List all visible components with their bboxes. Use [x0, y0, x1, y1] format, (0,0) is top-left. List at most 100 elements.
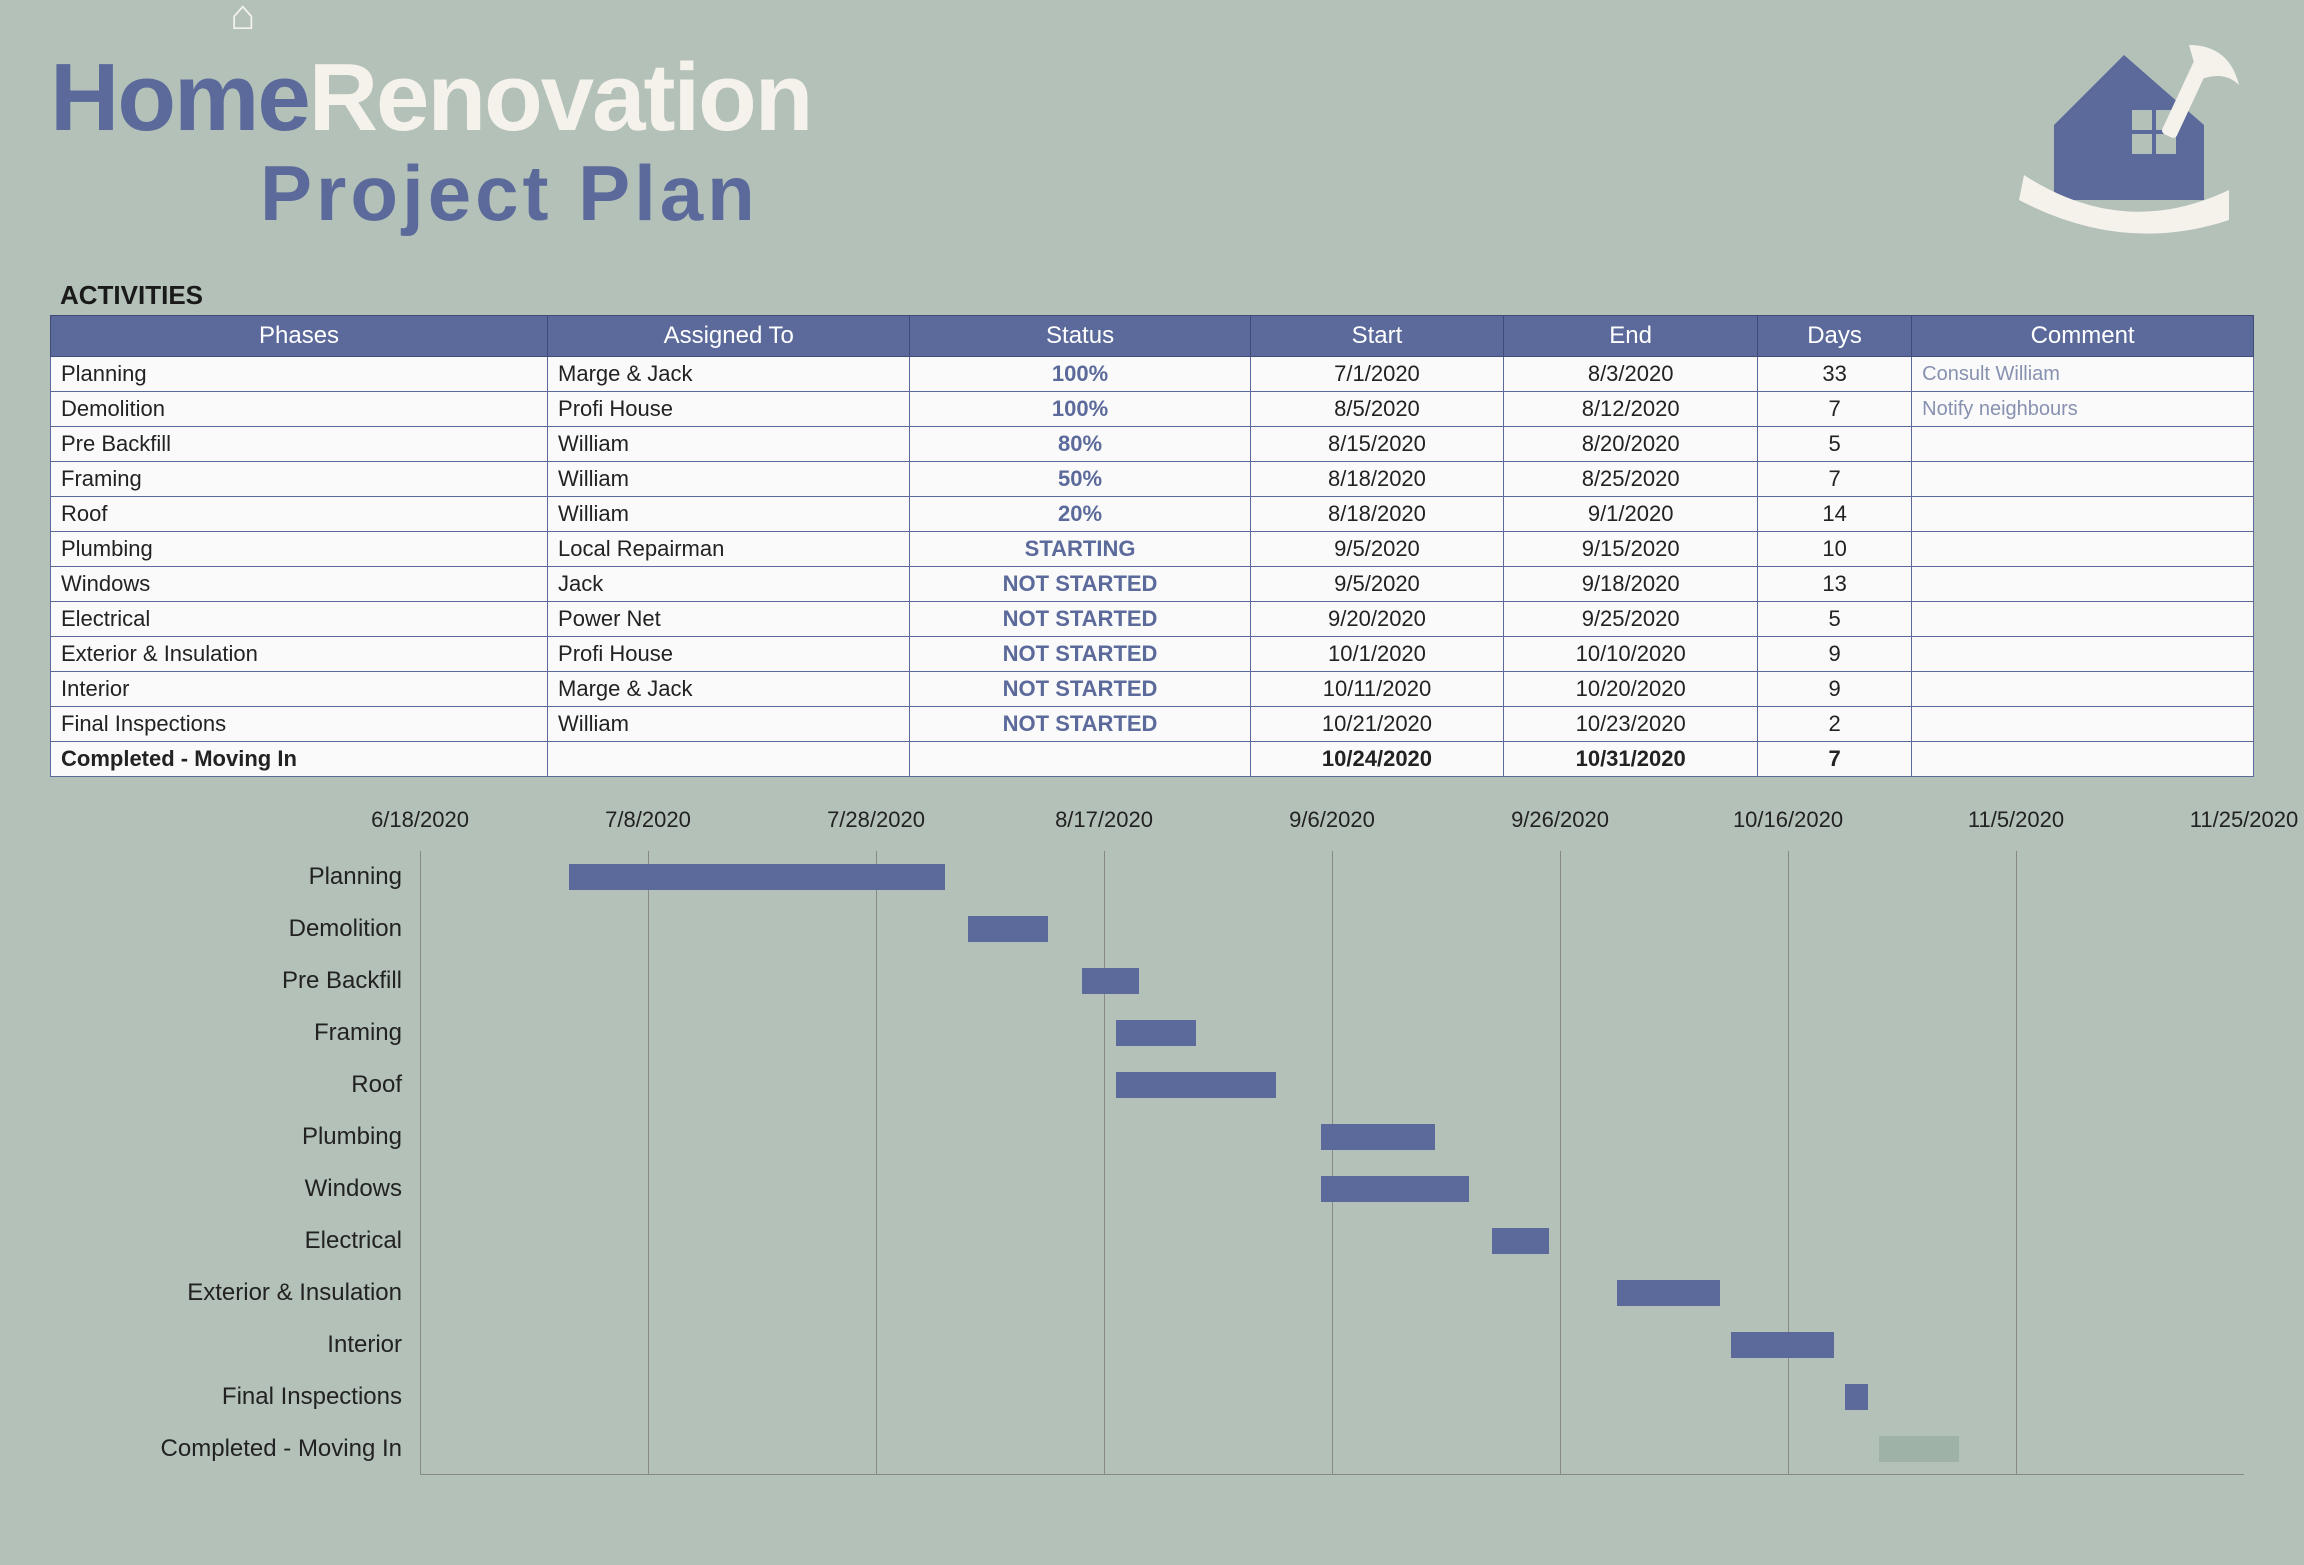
- table-cell: Marge & Jack: [548, 357, 910, 392]
- table-cell: 8/18/2020: [1250, 462, 1504, 497]
- table-cell: STARTING: [910, 532, 1250, 567]
- table-cell: 8/12/2020: [1504, 392, 1758, 427]
- table-cell: 10/20/2020: [1504, 672, 1758, 707]
- table-col-header: Start: [1250, 316, 1504, 357]
- table-cell: [1912, 637, 2254, 672]
- table-cell: NOT STARTED: [910, 707, 1250, 742]
- gantt-bar: [1845, 1384, 1868, 1410]
- table-cell: 10: [1757, 532, 1911, 567]
- table-cell: Planning: [51, 357, 548, 392]
- table-cell: 9/20/2020: [1250, 602, 1504, 637]
- table-cell: Exterior & Insulation: [51, 637, 548, 672]
- table-cell: William: [548, 462, 910, 497]
- gantt-row-label: Roof: [60, 1059, 420, 1111]
- table-cell: Consult William: [1912, 357, 2254, 392]
- table-cell: 80%: [910, 427, 1250, 462]
- table-row: Pre BackfillWilliam80%8/15/20208/20/2020…: [51, 427, 2254, 462]
- table-cell: 10/1/2020: [1250, 637, 1504, 672]
- table-cell: Windows: [51, 567, 548, 602]
- axis-tick-label: 9/6/2020: [1289, 807, 1375, 833]
- table-cell: Pre Backfill: [51, 427, 548, 462]
- table-header: PhasesAssigned ToStatusStartEndDaysComme…: [51, 316, 2254, 357]
- gantt-row: [420, 903, 2244, 955]
- title-block: ⌂HomeRenovation Project Plan: [50, 50, 811, 232]
- table-cell: 10/21/2020: [1250, 707, 1504, 742]
- table-cell: Final Inspections: [51, 707, 548, 742]
- table-cell: 13: [1757, 567, 1911, 602]
- gantt-bar: [1879, 1436, 1959, 1462]
- table-row: RoofWilliam20%8/18/20209/1/202014: [51, 497, 2254, 532]
- table-cell: William: [548, 427, 910, 462]
- axis-tick-label: 11/25/2020: [2190, 807, 2298, 833]
- table-cell: 7: [1757, 462, 1911, 497]
- table-cell: Interior: [51, 672, 548, 707]
- gantt-chart: 6/18/20207/8/20207/28/20208/17/20209/6/2…: [30, 777, 2274, 1505]
- house-hammer-logo-icon: [1994, 40, 2254, 240]
- table-row: DemolitionProfi House100%8/5/20208/12/20…: [51, 392, 2254, 427]
- table-cell: [1912, 707, 2254, 742]
- table-cell: Framing: [51, 462, 548, 497]
- gantt-bar: [968, 916, 1048, 942]
- activities-table: PhasesAssigned ToStatusStartEndDaysComme…: [50, 315, 2254, 777]
- table-row: PlanningMarge & Jack100%7/1/20208/3/2020…: [51, 357, 2254, 392]
- table-cell: Demolition: [51, 392, 548, 427]
- table-cell: [1912, 672, 2254, 707]
- activities-heading: ACTIVITIES: [60, 280, 2274, 311]
- axis-tick-label: 7/28/2020: [827, 807, 925, 833]
- table-row: Completed - Moving In10/24/202010/31/202…: [51, 742, 2254, 777]
- table-row: FramingWilliam50%8/18/20208/25/20207: [51, 462, 2254, 497]
- title-word-renovation: Renovation: [309, 44, 812, 151]
- gantt-bar: [569, 864, 945, 890]
- table-cell: 14: [1757, 497, 1911, 532]
- gantt-row-label: Planning: [60, 851, 420, 903]
- table-cell: 8/5/2020: [1250, 392, 1504, 427]
- table-row: WindowsJackNOT STARTED9/5/20209/18/20201…: [51, 567, 2254, 602]
- table-row: PlumbingLocal RepairmanSTARTING9/5/20209…: [51, 532, 2254, 567]
- table-col-header: Assigned To: [548, 316, 910, 357]
- table-cell: 9/18/2020: [1504, 567, 1758, 602]
- activities-table-wrap: PhasesAssigned ToStatusStartEndDaysComme…: [30, 315, 2274, 777]
- gantt-row-label: Interior: [60, 1319, 420, 1371]
- table-cell: Jack: [548, 567, 910, 602]
- header: ⌂HomeRenovation Project Plan: [30, 20, 2274, 270]
- table-row: ElectricalPower NetNOT STARTED9/20/20209…: [51, 602, 2254, 637]
- gantt-x-axis: 6/18/20207/8/20207/28/20208/17/20209/6/2…: [420, 807, 2244, 847]
- table-cell: 2: [1757, 707, 1911, 742]
- gantt-row-label: Electrical: [60, 1215, 420, 1267]
- table-row: Exterior & InsulationProfi HouseNOT STAR…: [51, 637, 2254, 672]
- gantt-bar: [1731, 1332, 1834, 1358]
- table-cell: [548, 742, 910, 777]
- gantt-row: [420, 1059, 2244, 1111]
- table-cell: 9/5/2020: [1250, 532, 1504, 567]
- gantt-row-label: Pre Backfill: [60, 955, 420, 1007]
- table-cell: 8/15/2020: [1250, 427, 1504, 462]
- table-col-header: Comment: [1912, 316, 2254, 357]
- axis-tick-label: 11/5/2020: [1968, 807, 2064, 833]
- gantt-row-label: Completed - Moving In: [60, 1423, 420, 1475]
- table-cell: [1912, 497, 2254, 532]
- table-col-header: Phases: [51, 316, 548, 357]
- table-cell: 10/31/2020: [1504, 742, 1758, 777]
- table-cell: 8/20/2020: [1504, 427, 1758, 462]
- table-cell: 20%: [910, 497, 1250, 532]
- gantt-row-label: Demolition: [60, 903, 420, 955]
- table-cell: Local Repairman: [548, 532, 910, 567]
- table-cell: Notify neighbours: [1912, 392, 2254, 427]
- table-cell: NOT STARTED: [910, 637, 1250, 672]
- table-cell: [1912, 742, 2254, 777]
- table-cell: Marge & Jack: [548, 672, 910, 707]
- gantt-row: [420, 1215, 2244, 1267]
- title-word-home: ⌂Home: [50, 44, 309, 151]
- table-body: PlanningMarge & Jack100%7/1/20208/3/2020…: [51, 357, 2254, 777]
- gantt-row-label: Final Inspections: [60, 1371, 420, 1423]
- table-cell: Completed - Moving In: [51, 742, 548, 777]
- gantt-row: [420, 1007, 2244, 1059]
- table-cell: William: [548, 497, 910, 532]
- table-cell: [1912, 567, 2254, 602]
- table-cell: 9/15/2020: [1504, 532, 1758, 567]
- table-cell: 9: [1757, 672, 1911, 707]
- rocket-icon: ⌂: [230, 0, 253, 36]
- table-row: InteriorMarge & JackNOT STARTED10/11/202…: [51, 672, 2254, 707]
- gantt-bar: [1116, 1072, 1276, 1098]
- gantt-row: [420, 1163, 2244, 1215]
